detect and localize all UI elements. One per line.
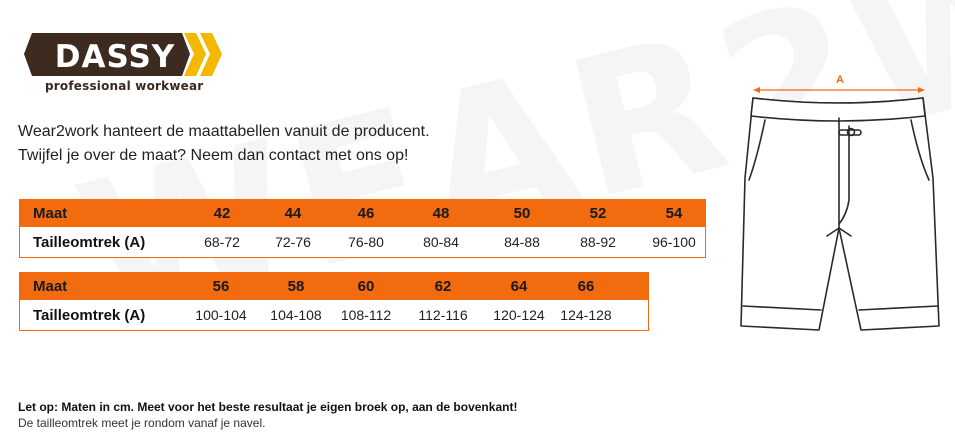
size-cell: 62 [434, 278, 452, 295]
waist-cell: 108-112 [340, 307, 392, 323]
size-cell: 44 [284, 205, 302, 222]
table-row: Tailleomtrek (A) 68-72 72-76 76-80 80-84… [20, 227, 705, 257]
table-header-row: Maat 56 58 60 62 64 66 [20, 273, 648, 300]
dimension-label: A [836, 74, 844, 86]
table-row: Tailleomtrek (A) 100-104 104-108 108-112… [20, 300, 648, 330]
size-cell: 46 [357, 205, 375, 222]
logo-wordmark: DASSY [54, 39, 176, 75]
measure-note: Let op: Maten in cm. Meet voor het beste… [18, 400, 518, 414]
size-table-1: Maat 42 44 46 48 50 52 54 Tailleomtrek (… [19, 199, 706, 258]
size-cell: 56 [212, 278, 230, 295]
waist-cell: 84-88 [504, 234, 540, 250]
waist-cell: 96-100 [652, 234, 696, 250]
intro-line-1: Wear2work hanteert de maattabellen vanui… [18, 123, 430, 140]
waist-cell: 100-104 [195, 307, 247, 323]
waist-cell: 112-116 [418, 307, 468, 323]
logo-tagline: professional workwear [45, 79, 204, 93]
waist-cell: 88-92 [580, 234, 616, 250]
shorts-diagram: A [735, 68, 945, 358]
size-table-2: Maat 56 58 60 62 64 66 Tailleomtrek (A) … [19, 272, 649, 331]
size-cell: 52 [589, 205, 607, 222]
shorts-icon [740, 87, 940, 331]
logo-badge-icon [24, 33, 222, 76]
header-label: Maat [33, 278, 68, 295]
waist-cell: 124-128 [560, 307, 612, 323]
size-cell: 48 [432, 205, 450, 222]
size-cell: 42 [213, 205, 231, 222]
waist-cell: 72-76 [275, 234, 311, 250]
dimension-arrow [753, 87, 925, 93]
intro-text: Wear2work hanteert de maattabellen vanui… [18, 120, 430, 168]
row-label: Tailleomtrek (A) [33, 233, 146, 251]
waist-cell: 104-108 [270, 307, 322, 323]
waist-cell: 80-84 [423, 234, 459, 250]
dassy-logo: DASSY professional workwear [18, 32, 228, 102]
size-cell: 64 [510, 278, 528, 295]
header-label: Maat [33, 205, 68, 222]
size-cell: 60 [357, 278, 375, 295]
waist-cell: 68-72 [204, 234, 240, 250]
waist-cell: 120-124 [493, 307, 545, 323]
waist-note: De tailleomtrek meet je rondom vanaf je … [18, 416, 266, 430]
size-cell: 50 [513, 205, 531, 222]
waist-cell: 76-80 [348, 234, 384, 250]
row-label: Tailleomtrek (A) [33, 306, 146, 324]
table-header-row: Maat 42 44 46 48 50 52 54 [20, 200, 705, 227]
intro-line-2: Twijfel je over de maat? Neem dan contac… [18, 147, 409, 164]
size-cell: 54 [665, 205, 683, 222]
size-cell: 66 [577, 278, 595, 295]
size-cell: 58 [287, 278, 305, 295]
